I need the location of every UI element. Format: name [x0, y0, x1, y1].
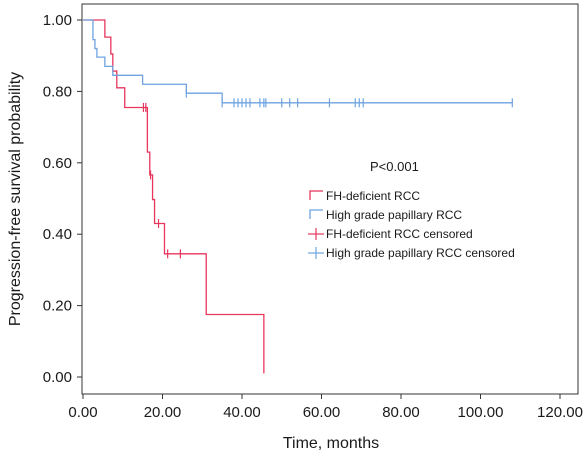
legend-label: FH-deficient RCC: [326, 189, 420, 203]
axes: 0.00 20.00 40.00 60.00 80.00 100.00 120.00 0.00…: [43, 3, 583, 421]
x-tick-label: 40.00: [223, 404, 261, 421]
legend-item: FH-deficient RCC censored: [308, 227, 473, 241]
y-tick-label: 1.00: [43, 12, 72, 29]
x-tick-label: 120.00: [537, 404, 583, 421]
plot-frame: [81, 3, 579, 395]
legend-item: FH-deficient RCC: [309, 189, 420, 203]
km-curve-fh: [83, 19, 265, 374]
legend-label: High grade papillary RCC censored: [326, 246, 515, 260]
legend-label: High grade papillary RCC: [326, 208, 462, 222]
y-tick-label: 0.80: [43, 83, 72, 100]
y-axis-title: Progression-free survival probability: [7, 72, 24, 326]
legend-item: High grade papillary RCC: [309, 208, 462, 222]
legend-item: High grade papillary RCC censored: [308, 246, 515, 260]
km-curve-hgp: [83, 19, 513, 104]
x-tick-label: 80.00: [382, 404, 420, 421]
legend: FH-deficient RCC High grade papillary RCC…: [308, 189, 515, 260]
y-tick-label: 0.00: [43, 369, 72, 386]
y-tick-label: 0.60: [43, 155, 72, 172]
series-layer: [83, 19, 513, 374]
x-tick-label: 60.00: [303, 404, 341, 421]
y-tick-label: 0.20: [43, 298, 72, 315]
series-hgp: [83, 19, 513, 108]
series-fh: [83, 19, 265, 374]
y-tick-label: 0.40: [43, 226, 72, 243]
x-tick-label: 100.00: [458, 404, 504, 421]
legend-label: FH-deficient RCC censored: [326, 227, 473, 241]
x-tick-label: 20.00: [144, 404, 182, 421]
legend-swatch-line: [309, 209, 323, 219]
x-axis-title: Time, months: [283, 435, 379, 452]
x-tick-label: 0.00: [68, 404, 97, 421]
legend-swatch-line: [309, 190, 323, 200]
p-value-annotation: P<0.001: [370, 159, 419, 174]
